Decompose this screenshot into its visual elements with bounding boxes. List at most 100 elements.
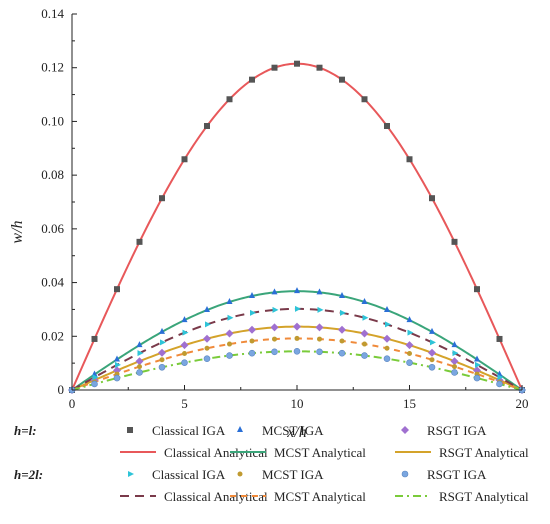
data-point bbox=[181, 156, 188, 163]
data-point bbox=[474, 355, 480, 362]
data-point bbox=[227, 341, 232, 347]
legend-label: RSGT IGA bbox=[427, 423, 487, 438]
data-point bbox=[384, 306, 390, 313]
data-point bbox=[383, 355, 391, 363]
data-point bbox=[203, 355, 211, 363]
y-tick-label: 0.12 bbox=[41, 60, 64, 75]
data-point bbox=[203, 334, 211, 343]
data-point bbox=[271, 288, 278, 295]
data-point bbox=[407, 329, 414, 336]
series-line bbox=[71, 62, 523, 391]
data-point bbox=[340, 309, 346, 316]
data-point bbox=[271, 64, 278, 71]
data-point bbox=[136, 238, 143, 245]
x-tick-label: 15 bbox=[403, 396, 416, 411]
x-tick-label: 0 bbox=[69, 396, 76, 411]
data-point bbox=[497, 374, 504, 381]
data-point bbox=[113, 374, 121, 382]
data-point bbox=[137, 364, 142, 370]
legend-label: MCST Analytical bbox=[274, 489, 366, 504]
data-point bbox=[338, 349, 346, 357]
legend-label: MCST IGA bbox=[262, 423, 324, 438]
data-point bbox=[91, 335, 98, 342]
data-point bbox=[428, 348, 436, 357]
y-tick-label: 0.10 bbox=[41, 113, 64, 128]
data-point bbox=[137, 350, 144, 357]
data-point bbox=[473, 374, 481, 382]
data-point bbox=[384, 345, 390, 351]
data-point bbox=[383, 334, 391, 343]
y-tick-label: 0.08 bbox=[41, 167, 64, 182]
data-point bbox=[272, 306, 279, 313]
data-point bbox=[338, 325, 346, 334]
data-point bbox=[316, 64, 323, 71]
data-point bbox=[158, 348, 166, 357]
data-point bbox=[316, 288, 323, 295]
data-point bbox=[204, 123, 210, 130]
data-point bbox=[430, 339, 436, 346]
data-point bbox=[249, 292, 255, 299]
data-point bbox=[496, 380, 503, 388]
data-point bbox=[428, 363, 436, 371]
data-point bbox=[339, 292, 345, 299]
data-point bbox=[317, 336, 322, 342]
data-point bbox=[270, 323, 279, 332]
y-tick-label: 0.06 bbox=[41, 221, 64, 236]
data-point bbox=[294, 287, 300, 294]
x-tick-label: 5 bbox=[181, 396, 188, 411]
legend-marker bbox=[401, 470, 409, 478]
data-point bbox=[113, 366, 121, 375]
legend-label: MCST Analytical bbox=[274, 445, 366, 460]
data-point bbox=[136, 341, 143, 348]
data-point bbox=[473, 366, 481, 375]
data-point bbox=[136, 369, 143, 376]
data-point bbox=[225, 329, 234, 338]
data-point bbox=[114, 286, 120, 293]
legend: h=l: h=2l: Classical IGA MCST IGA RSGT IGA Cl… bbox=[14, 423, 529, 504]
data-point bbox=[115, 361, 121, 368]
data-point bbox=[361, 96, 368, 103]
data-point bbox=[361, 352, 368, 359]
data-point bbox=[406, 156, 413, 163]
axes: 0 5 10 15 20 0 0.02 0.04 0.06 0.08 0.10 0.12 0.14 bbox=[41, 6, 528, 411]
data-point bbox=[180, 341, 189, 350]
data-point bbox=[452, 364, 457, 370]
plot-area bbox=[68, 60, 526, 394]
data-point bbox=[405, 341, 414, 350]
legend-label: Classical IGA bbox=[152, 467, 226, 482]
data-point bbox=[226, 352, 233, 359]
data-point bbox=[474, 286, 480, 293]
data-point bbox=[249, 76, 255, 83]
legend-label: MCST IGA bbox=[262, 467, 324, 482]
legend-marker bbox=[127, 427, 133, 433]
data-point bbox=[181, 359, 188, 366]
legend-marker bbox=[128, 471, 134, 477]
data-point bbox=[91, 380, 98, 388]
y-tick-label: 0 bbox=[58, 382, 65, 397]
data-point bbox=[182, 351, 187, 357]
legend-label: Classical IGA bbox=[152, 423, 226, 438]
x-tick-label: 20 bbox=[516, 396, 529, 411]
data-point bbox=[361, 297, 368, 304]
data-point bbox=[295, 305, 301, 312]
y-tick-label: 0.02 bbox=[41, 328, 64, 343]
data-point bbox=[385, 321, 391, 328]
data-point bbox=[450, 357, 459, 366]
data-point bbox=[226, 96, 233, 103]
data-point bbox=[429, 195, 435, 202]
legend-group-label: h=2l: bbox=[14, 467, 43, 482]
data-point bbox=[204, 306, 210, 313]
data-point bbox=[159, 327, 165, 334]
data-point bbox=[496, 335, 503, 342]
legend-label: RSGT IGA bbox=[427, 467, 487, 482]
data-point bbox=[407, 351, 412, 357]
data-point bbox=[159, 195, 165, 202]
x-axis-title: x/h bbox=[286, 424, 307, 441]
y-tick-label: 0.04 bbox=[41, 275, 64, 290]
legend-marker bbox=[237, 471, 243, 477]
data-point bbox=[362, 341, 367, 347]
data-point bbox=[429, 327, 435, 334]
data-point bbox=[406, 359, 413, 366]
data-point bbox=[158, 363, 166, 371]
